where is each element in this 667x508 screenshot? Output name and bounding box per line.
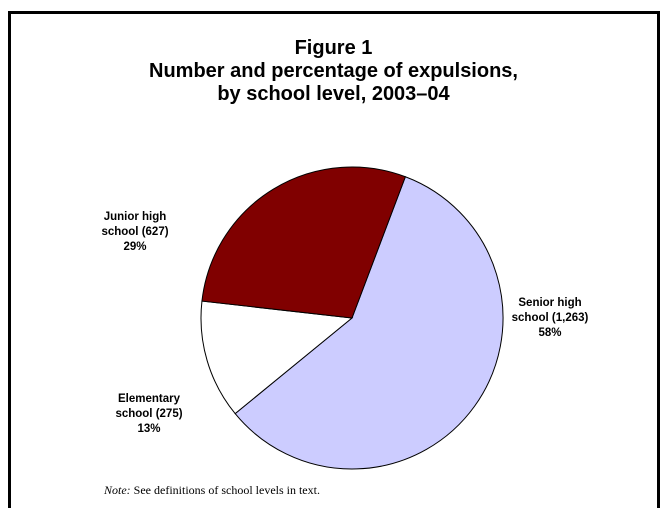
- slice-label-junior-high: Junior high school (627) 29%: [80, 210, 190, 255]
- chart-title-line-2: Number and percentage of expulsions,: [149, 60, 518, 82]
- chart-note: Note: See definitions of school levels i…: [104, 483, 320, 498]
- note-label: Note:: [104, 483, 131, 497]
- junior-high-percent: 29%: [123, 241, 147, 253]
- junior-high-name-line1: Junior high: [103, 211, 167, 223]
- note-text: See definitions of school levels in text…: [130, 483, 320, 497]
- senior-high-name-line1: Senior high: [518, 297, 582, 309]
- senior-high-name-line2: school (1,263): [511, 312, 589, 324]
- elementary-name-line2: school (275): [115, 408, 183, 420]
- junior-high-name-line2: school (627): [101, 226, 169, 238]
- slice-label-senior-high: Senior high school (1,263) 58%: [495, 296, 605, 341]
- elementary-name-line1: Elementary: [117, 393, 180, 405]
- pie-slice-junior-high: [201, 166, 407, 319]
- chart-title-line-1: Figure 1: [294, 37, 373, 59]
- senior-high-percent: 58%: [538, 327, 562, 339]
- pie-slice-senior-high: [234, 176, 504, 470]
- slice-label-elementary: Elementary school (275) 13%: [94, 392, 204, 437]
- pie-slice-elementary: [200, 300, 354, 415]
- elementary-percent: 13%: [137, 423, 161, 435]
- chart-title-line-3: by school level, 2003–04: [217, 83, 450, 105]
